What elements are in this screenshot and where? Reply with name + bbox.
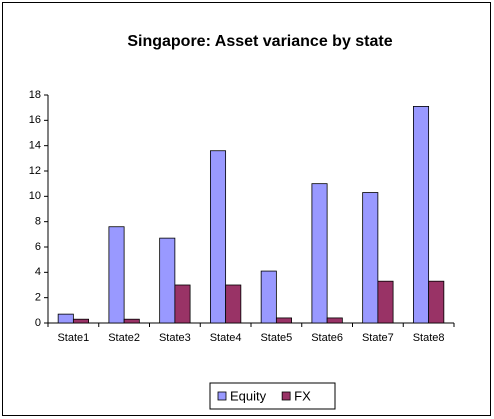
y-tick-label: 2 [35,292,41,304]
bar [72,318,90,324]
y-tick-label: 18 [29,89,41,101]
legend-swatch [281,391,291,401]
bar [377,280,394,324]
chart-border [2,2,491,416]
bar [108,226,125,324]
bar [225,284,242,324]
legend-box [209,382,336,410]
bar [362,192,379,324]
bar [412,106,430,324]
chart-title: Singapore: Asset variance by state [127,33,392,50]
x-tick-label: State3 [159,332,191,344]
y-tick-label: 16 [29,114,41,126]
legend-label: Equity [230,388,267,403]
bar [174,284,191,324]
y-tick-label: 6 [35,241,41,253]
x-tick-label: State1 [57,332,89,344]
x-tick-label: State5 [260,332,292,344]
x-tick-label: State7 [362,332,394,344]
bar [428,280,445,324]
x-tick-label: State8 [413,332,445,344]
bar [260,270,277,324]
x-tick-label: State2 [108,332,140,344]
x-tick-label: State6 [311,332,343,344]
bar [57,313,74,324]
bar [159,237,176,324]
y-tick-label: 0 [35,317,41,329]
bar [209,150,227,324]
legend-label: FX [294,388,311,403]
y-tick-label: 14 [29,140,41,152]
bar [326,317,343,324]
bar [311,183,328,324]
x-tick-label: State4 [210,332,242,344]
bar [123,318,140,324]
y-tick-label: 12 [29,165,41,177]
y-tick-label: 10 [29,190,41,202]
y-tick-label: 4 [35,266,41,278]
legend-swatch [217,391,227,401]
y-tick-label: 8 [35,216,41,228]
bar [275,317,293,324]
